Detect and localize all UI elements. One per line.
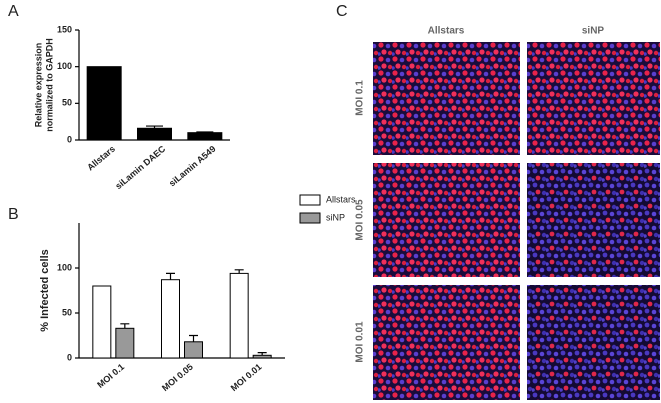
bar: [229, 272, 249, 359]
error-bar: [146, 125, 163, 129]
micrograph: [373, 285, 520, 400]
y-axis-label: normalized to GAPDH: [44, 38, 54, 132]
y-axis-label: Relative expression: [33, 43, 43, 128]
y-tick-label: 150: [57, 24, 72, 34]
legend-label: siNP: [326, 212, 345, 222]
y-axis-label: % Infected cells: [39, 249, 51, 332]
error-bar: [120, 323, 130, 329]
error-bar: [257, 352, 267, 356]
bar: [137, 127, 172, 141]
error-bar: [234, 269, 244, 274]
y-tick-label: 100: [57, 61, 72, 71]
micrograph: [527, 163, 660, 277]
bar: [161, 279, 180, 359]
bar: [92, 285, 112, 359]
x-tick-label: MOI 0.1: [95, 362, 126, 390]
bar: [187, 132, 223, 141]
micrograph: [527, 42, 660, 155]
bar: [86, 66, 122, 141]
bar: [252, 354, 272, 359]
x-tick-label: Allstars: [85, 144, 117, 173]
panel-label: C: [336, 3, 348, 20]
bar: [115, 327, 135, 359]
x-tick-label: siLamin DAEC: [113, 143, 167, 191]
row-label: MOI 0.01: [355, 321, 366, 363]
bar: [184, 341, 203, 359]
error-bar: [166, 272, 175, 280]
y-tick-label: 0: [67, 352, 72, 362]
column-label: siNP: [582, 26, 605, 37]
y-tick-label: 50: [62, 98, 72, 108]
legend-swatch: [299, 212, 321, 224]
y-tick-label: 50: [62, 307, 72, 317]
panel-label: A: [8, 3, 19, 20]
x-tick-label: MOI 0.05: [160, 362, 195, 393]
y-tick-label: 0: [67, 134, 72, 144]
x-tick-label: siLamin A549: [167, 144, 218, 189]
legend-swatch: [299, 194, 321, 206]
error-bar: [189, 334, 198, 342]
row-label: MOI 0.05: [355, 199, 366, 241]
micrograph: [527, 285, 660, 400]
micrograph: [373, 163, 520, 277]
error-bar: [196, 131, 214, 133]
micrograph: [373, 42, 520, 155]
panel-label: B: [8, 206, 19, 223]
column-label: Allstars: [428, 26, 465, 37]
row-label: MOI 0.1: [355, 80, 366, 116]
y-tick-label: 100: [57, 262, 72, 272]
x-tick-label: MOI 0.01: [229, 362, 264, 393]
legend-label: Allstars: [326, 194, 356, 204]
